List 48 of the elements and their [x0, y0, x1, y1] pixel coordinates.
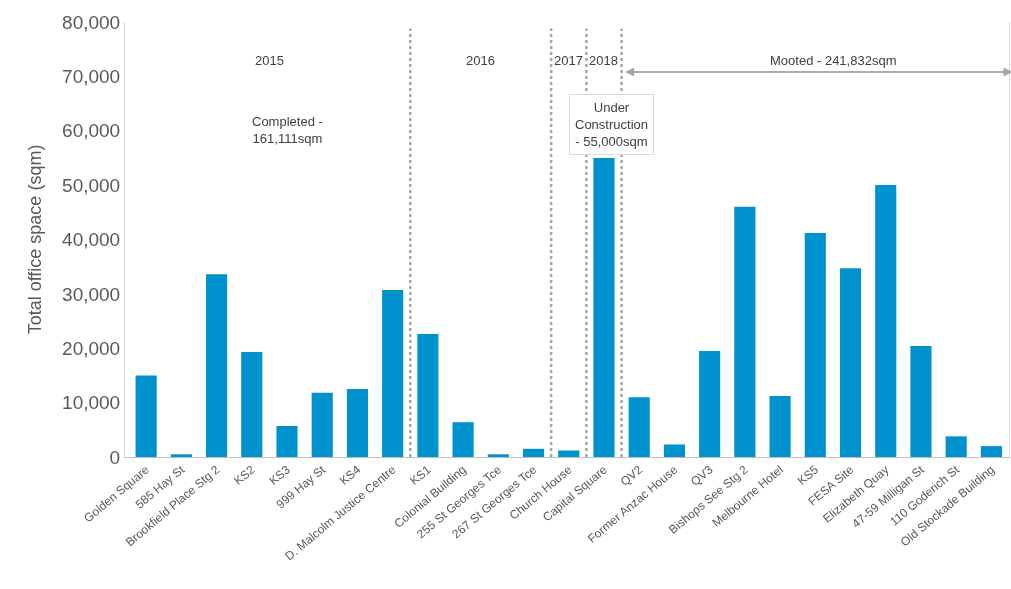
y-tick-label: 10,000	[62, 392, 121, 414]
annotation: 2017	[554, 53, 583, 68]
bar	[593, 157, 615, 457]
x-tick-label: QV2	[617, 462, 646, 489]
bar	[910, 346, 932, 457]
bar	[980, 446, 1002, 457]
y-tick-label: 50,000	[62, 174, 121, 196]
y-tick-label: 0	[109, 446, 121, 468]
annotation: Completed - 161,111sqm	[252, 114, 323, 146]
y-tick-label: 80,000	[62, 11, 121, 33]
x-tick-label: KS2	[231, 462, 258, 488]
bar	[839, 268, 862, 457]
bar	[663, 444, 685, 457]
y-tick-label: 20,000	[62, 337, 121, 359]
annotation: 2015	[255, 53, 284, 68]
bar	[346, 389, 369, 457]
annotation: 2016	[466, 53, 495, 68]
bar	[734, 206, 756, 457]
bar	[417, 334, 439, 457]
y-tick-label: 30,000	[62, 283, 121, 305]
bar	[769, 396, 791, 457]
bar	[170, 454, 192, 457]
bar	[699, 350, 721, 457]
bar	[558, 450, 580, 457]
x-tick-label: KS1	[407, 462, 434, 488]
bar	[206, 274, 228, 457]
bar	[311, 392, 333, 457]
bar	[628, 397, 650, 457]
x-tick-label: QV3	[688, 462, 716, 489]
x-tick-label: KS3	[266, 462, 294, 488]
bar	[452, 422, 474, 457]
bar	[945, 436, 967, 457]
annotation: 2018	[589, 53, 618, 68]
y-tick-label: 60,000	[62, 120, 121, 142]
annotation: Mooted - 241,832sqm	[770, 53, 897, 68]
bar	[135, 375, 157, 457]
bar	[276, 426, 298, 457]
x-tick-label: KS4	[336, 462, 364, 488]
bar	[875, 185, 897, 457]
bar	[487, 454, 509, 457]
y-axis-title: Total office space (sqm)	[25, 144, 46, 335]
annotation: Under Construction - 55,000sqm	[575, 100, 648, 149]
bar	[382, 290, 404, 457]
y-tick-label: 40,000	[62, 229, 121, 251]
bar	[804, 232, 826, 457]
y-tick-label: 70,000	[62, 66, 121, 88]
bar	[241, 352, 263, 457]
bar	[522, 448, 545, 457]
